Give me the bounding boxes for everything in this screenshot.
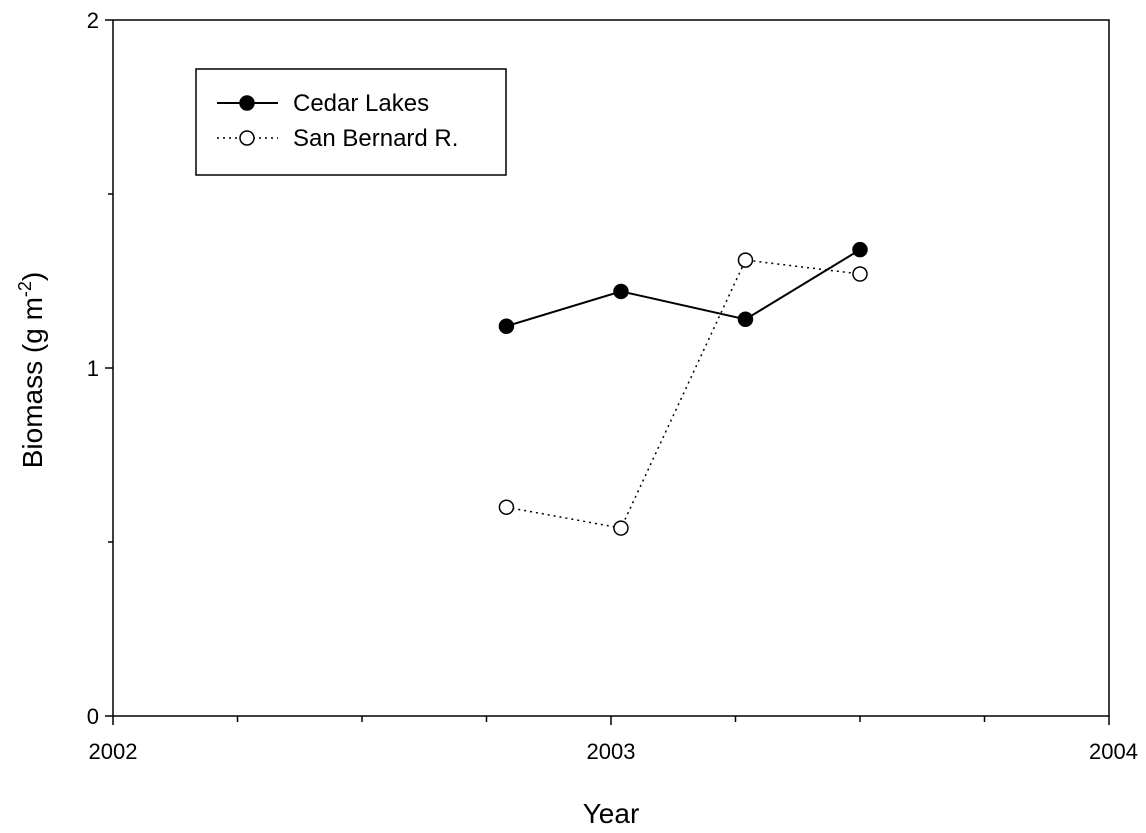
legend-box (195, 68, 507, 176)
legend: Cedar Lakes San Bernard R. (195, 68, 507, 176)
x-tick-label: 2003 (587, 739, 636, 764)
y-axis-title-superscript: -2 (15, 281, 35, 297)
y-axis-ticks: 0 1 2 (87, 8, 113, 729)
point-san-bernard-r (737, 252, 754, 268)
y-axis-title: Biomass (g m-2) (15, 272, 48, 469)
point-san-bernard-r (613, 520, 629, 536)
legend-marker-san-bernard (239, 130, 255, 146)
y-tick-label: 0 (87, 704, 99, 729)
point-cedar-lakes (613, 283, 629, 300)
point-san-bernard-r (852, 266, 868, 282)
x-tick-label: 2004 (1089, 739, 1138, 764)
series-line-cedar-lakes (506, 248, 861, 328)
y-axis-title-close: ) (17, 272, 48, 281)
point-cedar-lakes (498, 318, 515, 334)
point-san-bernard-r (498, 499, 515, 515)
legend-label-san-bernard: San Bernard R. (293, 125, 458, 152)
y-tick-label: 1 (87, 356, 99, 381)
y-axis-title-main: Biomass (g m (17, 297, 48, 468)
x-tick-label: 2002 (89, 739, 138, 764)
legend-marker-cedar-lakes (239, 95, 255, 111)
series-line-san-bernard-r (506, 259, 861, 529)
series-layer (498, 241, 868, 536)
x-axis-title: Year (583, 798, 640, 829)
x-axis-ticks: 2002 2003 2004 (89, 716, 1138, 764)
legend-label-cedar-lakes: Cedar Lakes (293, 90, 429, 117)
point-cedar-lakes (852, 241, 868, 258)
point-cedar-lakes (737, 311, 754, 328)
y-tick-label: 2 (87, 8, 99, 33)
